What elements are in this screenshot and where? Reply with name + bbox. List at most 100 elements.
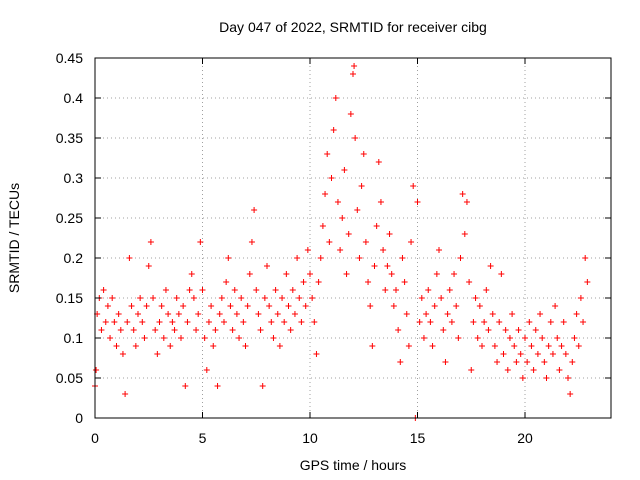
data-point bbox=[107, 335, 114, 341]
data-point bbox=[524, 359, 531, 365]
data-point bbox=[504, 367, 511, 373]
data-point bbox=[500, 351, 507, 357]
data-point bbox=[390, 303, 397, 309]
data-point bbox=[345, 231, 352, 237]
data-point bbox=[139, 319, 146, 325]
y-tick-label: 0.05 bbox=[56, 370, 83, 386]
data-point bbox=[128, 303, 135, 309]
data-point bbox=[330, 127, 337, 133]
data-point bbox=[582, 255, 589, 261]
data-point bbox=[558, 343, 565, 349]
data-point bbox=[317, 255, 324, 261]
data-point bbox=[494, 359, 501, 365]
data-point bbox=[418, 295, 425, 301]
data-point bbox=[416, 319, 423, 325]
data-point bbox=[158, 303, 165, 309]
data-point bbox=[552, 303, 559, 309]
data-point bbox=[515, 327, 522, 333]
data-point bbox=[132, 343, 139, 349]
data-point bbox=[513, 359, 520, 365]
data-point bbox=[549, 351, 556, 357]
data-point bbox=[175, 311, 182, 317]
data-point bbox=[448, 319, 455, 325]
data-point bbox=[100, 287, 107, 293]
data-point bbox=[111, 319, 118, 325]
data-point bbox=[453, 303, 460, 309]
data-point bbox=[279, 295, 286, 301]
data-point bbox=[429, 343, 436, 349]
data-point bbox=[171, 327, 178, 333]
data-point bbox=[532, 327, 539, 333]
data-point bbox=[393, 287, 399, 293]
data-point bbox=[502, 327, 509, 333]
data-point bbox=[446, 287, 453, 293]
data-point bbox=[405, 343, 412, 349]
data-point bbox=[326, 239, 333, 245]
x-tick-label: 0 bbox=[91, 430, 99, 446]
data-point bbox=[575, 343, 582, 349]
y-tick-label: 0.25 bbox=[56, 210, 83, 226]
data-point bbox=[517, 351, 524, 357]
data-point bbox=[214, 383, 221, 389]
data-point bbox=[188, 271, 195, 277]
data-point bbox=[313, 351, 320, 357]
data-point bbox=[130, 327, 137, 333]
data-point bbox=[197, 239, 204, 245]
y-tick-label: 0.1 bbox=[64, 330, 84, 346]
data-point bbox=[403, 311, 410, 317]
data-point bbox=[274, 311, 281, 317]
x-axis-label: GPS time / hours bbox=[300, 457, 407, 473]
data-point bbox=[457, 255, 464, 261]
data-point bbox=[567, 391, 574, 397]
data-point bbox=[373, 223, 380, 229]
data-point bbox=[311, 319, 318, 325]
data-point bbox=[190, 295, 197, 301]
data-point bbox=[423, 311, 430, 317]
data-point bbox=[455, 335, 462, 341]
y-tick-label: 0.15 bbox=[56, 290, 83, 306]
data-point bbox=[180, 303, 187, 309]
data-point bbox=[162, 287, 169, 293]
data-point bbox=[315, 279, 322, 285]
data-point bbox=[264, 263, 270, 269]
y-tick-label: 0 bbox=[75, 410, 83, 426]
data-point bbox=[483, 287, 490, 293]
data-point bbox=[476, 303, 483, 309]
data-point bbox=[227, 303, 234, 309]
data-point bbox=[339, 215, 346, 221]
data-point bbox=[298, 319, 305, 325]
data-point bbox=[401, 279, 408, 285]
data-point bbox=[580, 319, 587, 325]
x-tick-label: 10 bbox=[302, 430, 318, 446]
data-point bbox=[451, 271, 458, 277]
data-point bbox=[463, 199, 470, 205]
data-point bbox=[556, 367, 563, 373]
data-point bbox=[365, 279, 372, 285]
grid bbox=[95, 58, 611, 418]
data-point bbox=[195, 311, 202, 317]
data-point bbox=[560, 319, 567, 325]
data-point bbox=[322, 191, 329, 197]
data-point bbox=[93, 367, 100, 373]
data-point bbox=[328, 175, 335, 181]
data-point bbox=[388, 271, 395, 277]
data-point bbox=[160, 335, 167, 341]
data-point bbox=[472, 295, 479, 301]
data-point bbox=[221, 319, 227, 325]
data-point bbox=[218, 295, 225, 301]
data-point bbox=[358, 183, 365, 189]
y-axis-label: SRMTID / TECUs bbox=[6, 183, 22, 293]
data-point bbox=[547, 319, 554, 325]
y-tick-label: 0.3 bbox=[64, 170, 84, 186]
data-point bbox=[302, 303, 309, 309]
data-point bbox=[223, 279, 230, 285]
data-point bbox=[319, 223, 326, 229]
data-point bbox=[122, 391, 129, 397]
data-point bbox=[276, 343, 283, 349]
data-point bbox=[104, 303, 111, 309]
x-tick-label: 5 bbox=[199, 430, 207, 446]
y-tick-label: 0.35 bbox=[56, 130, 83, 146]
data-point bbox=[259, 383, 266, 389]
data-point bbox=[332, 95, 339, 101]
data-point bbox=[294, 255, 301, 261]
